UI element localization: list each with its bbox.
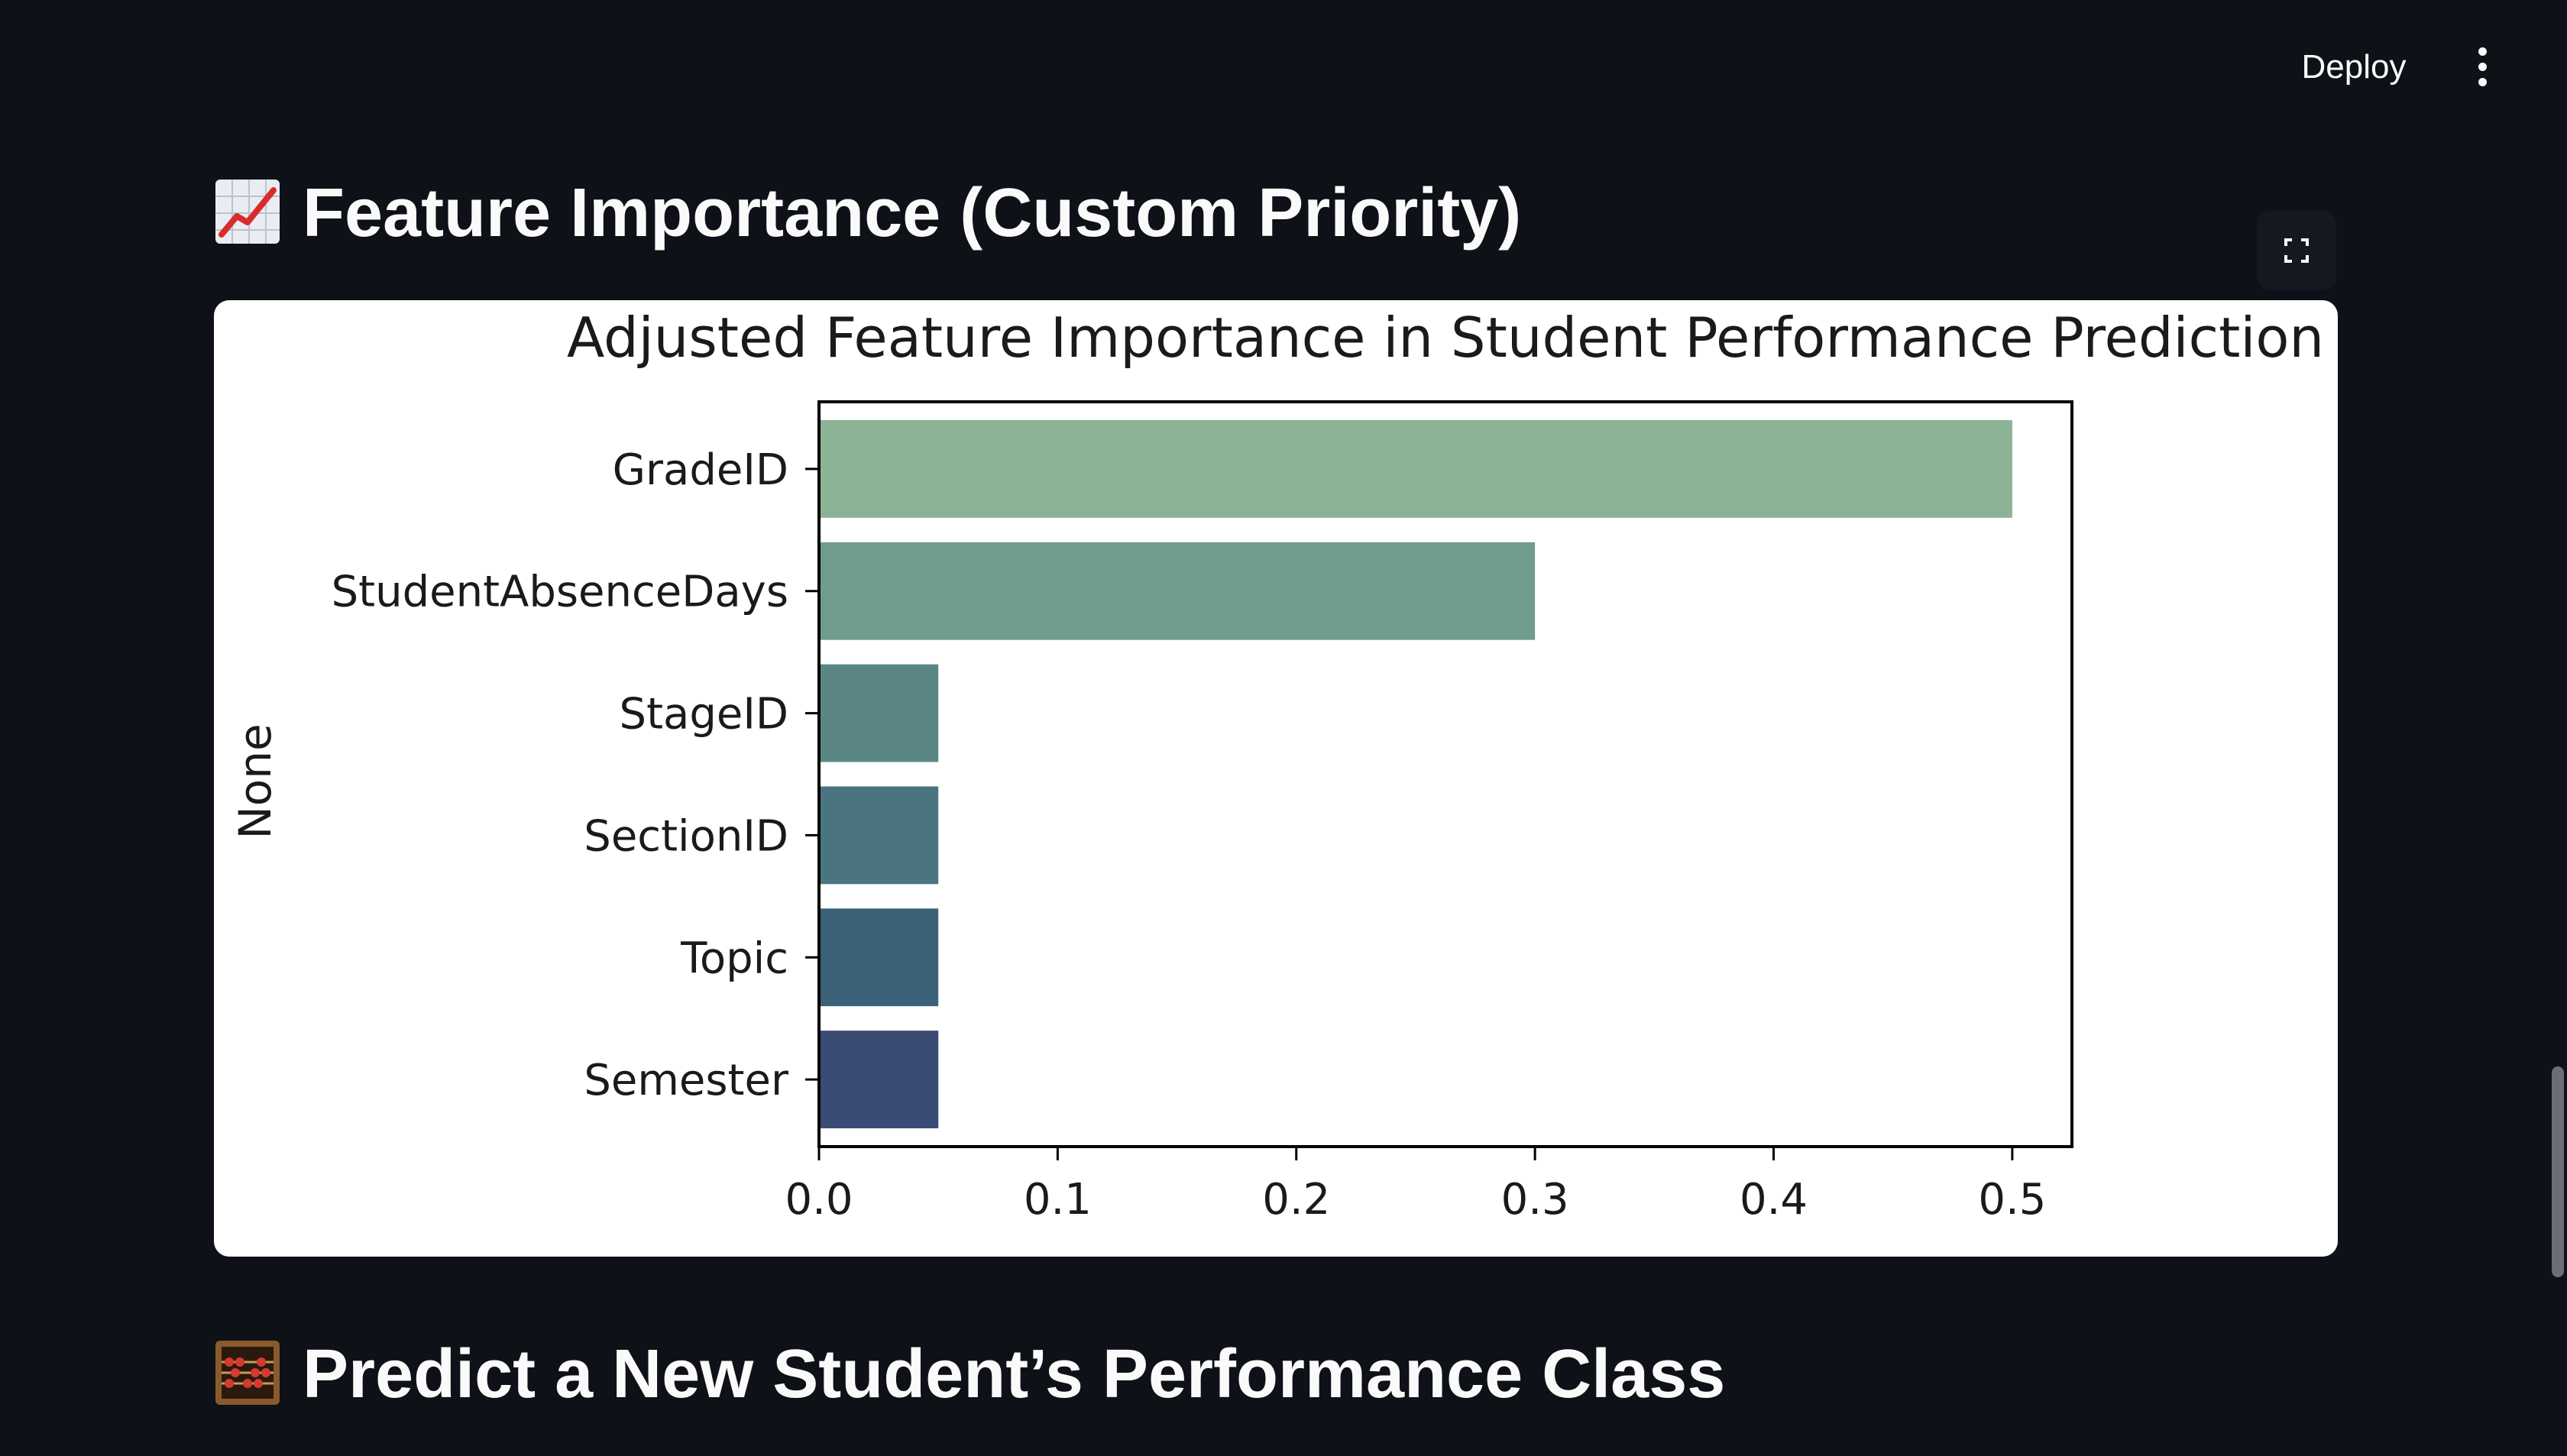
chart-card: Adjusted Feature Importance in Student P… (214, 300, 2338, 1257)
section-title-text: Feature Importance (Custom Priority) (303, 175, 1522, 251)
y-tick-label: Topic (680, 933, 788, 983)
abacus-icon (214, 1339, 281, 1406)
y-tick-label: SectionID (584, 811, 788, 861)
bar-sectionid (819, 786, 939, 885)
y-tick-label: Semester (584, 1056, 789, 1105)
y-axis-label: None (229, 723, 281, 839)
bar-stageid (819, 664, 939, 762)
section-heading-feature-importance: Feature Importance (Custom Priority) (214, 171, 1521, 255)
chart-increasing-icon (214, 178, 281, 245)
bar-topic (819, 908, 939, 1007)
bar-semester (819, 1031, 939, 1129)
chart-title: Adjusted Feature Importance in Student P… (567, 306, 2324, 370)
y-tick-label: GradeID (613, 445, 788, 495)
x-tick-label: 0.1 (1024, 1175, 1092, 1225)
section-title-text: Predict a New Student’s Performance Clas… (303, 1336, 1726, 1412)
x-tick-label: 0.2 (1262, 1175, 1330, 1225)
plot-frame (817, 400, 2073, 1148)
bar-studentabsencedays (819, 542, 1536, 640)
x-tick-label: 0.5 (1978, 1175, 2046, 1225)
x-tick-label: 0.0 (785, 1175, 853, 1225)
feature-importance-chart: Adjusted Feature Importance in Student P… (229, 306, 2324, 1225)
fullscreen-icon (2284, 238, 2309, 263)
bar-gradeid (819, 419, 2012, 518)
y-tick-label: StageID (620, 690, 788, 739)
section-heading-predict: Predict a New Student’s Performance Clas… (214, 1332, 1725, 1416)
x-tick-label: 0.4 (1740, 1175, 1808, 1225)
scrollbar-thumb[interactable] (2552, 1066, 2564, 1277)
fullscreen-button[interactable] (2257, 211, 2336, 290)
x-tick-label: 0.3 (1501, 1175, 1569, 1225)
y-tick-label: StudentAbsenceDays (332, 568, 788, 617)
deploy-button[interactable]: Deploy (2301, 48, 2407, 86)
kebab-menu-icon[interactable] (2459, 40, 2504, 95)
